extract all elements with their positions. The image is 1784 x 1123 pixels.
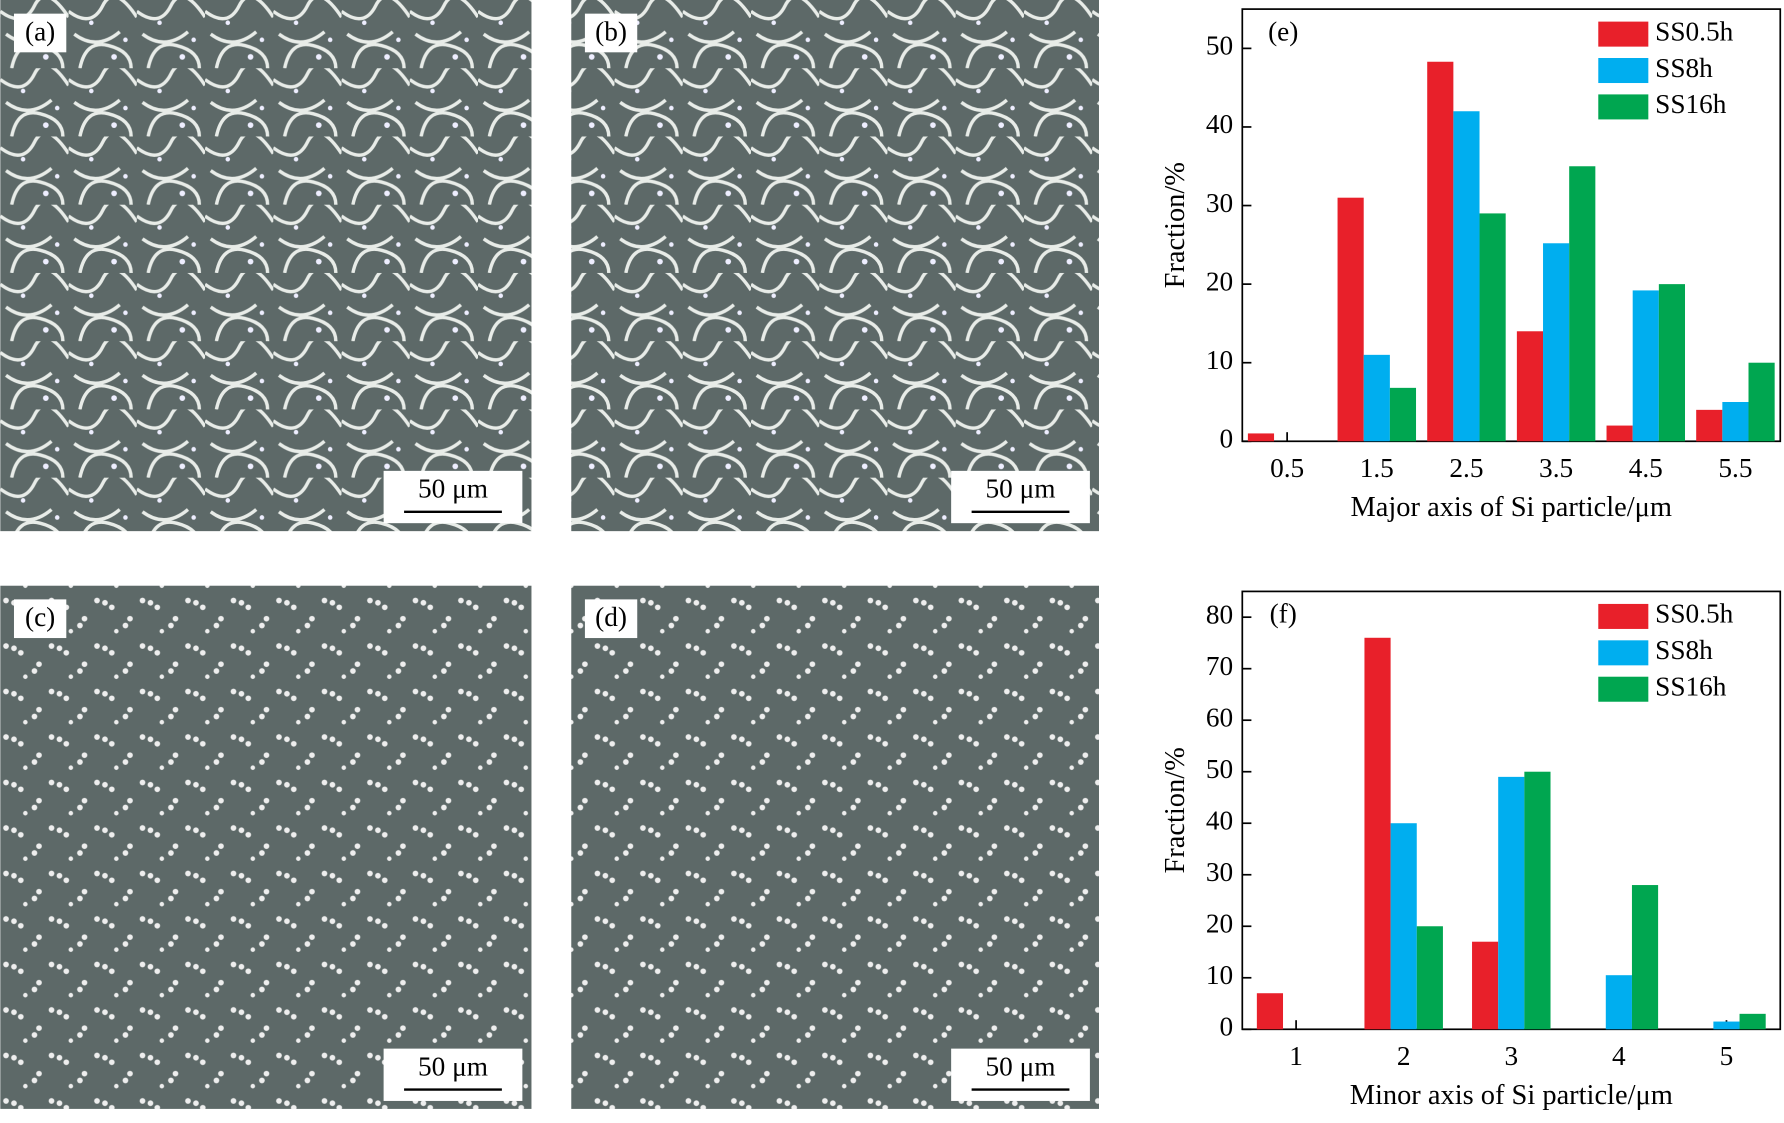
x-tick-label: 2.5 xyxy=(1449,453,1483,483)
bar xyxy=(1389,387,1417,442)
label-box xyxy=(13,599,67,639)
micrograph xyxy=(571,585,1099,1109)
x-tick-label: 2 xyxy=(1397,1041,1411,1071)
y-tick-label: 40 xyxy=(1206,805,1233,835)
legend-label: SS16h xyxy=(1655,89,1727,119)
bar xyxy=(1256,993,1284,1030)
scale-box xyxy=(951,1048,1090,1101)
panel-label: (e) xyxy=(1268,16,1298,46)
bar xyxy=(1498,776,1525,1030)
bar xyxy=(1658,284,1686,442)
x-axis-label: Minor axis of Si particle/μm xyxy=(1350,1080,1673,1111)
bar xyxy=(1364,637,1391,1030)
micrograph xyxy=(0,585,532,1109)
x-tick-label: 1 xyxy=(1289,1041,1303,1071)
scale-bar-label: 50 μm xyxy=(986,1051,1056,1081)
panel-label: (c) xyxy=(25,602,55,632)
y-tick-label: 10 xyxy=(1206,345,1233,375)
scale-bar-label: 50 μm xyxy=(986,474,1056,504)
scale-bar-label: 50 μm xyxy=(418,1051,488,1081)
bar xyxy=(1632,290,1659,442)
bar xyxy=(1605,975,1632,1030)
bar xyxy=(1524,771,1551,1030)
bar xyxy=(1427,61,1454,442)
bar xyxy=(1606,425,1633,442)
micrograph xyxy=(571,0,1099,532)
bar xyxy=(1416,926,1443,1030)
legend-label: SS8h xyxy=(1655,635,1713,665)
panel-label: (d) xyxy=(595,602,627,632)
legend-swatch xyxy=(1598,21,1649,47)
bar xyxy=(1631,885,1659,1030)
bar xyxy=(1696,409,1723,442)
x-tick-label: 3.5 xyxy=(1539,453,1573,483)
x-tick-label: 1.5 xyxy=(1360,453,1394,483)
scale-box xyxy=(951,470,1090,524)
x-axis-label: Major axis of Si particle/μm xyxy=(1351,492,1673,523)
legend-swatch xyxy=(1598,94,1649,120)
panel-label: (a) xyxy=(25,16,55,46)
legend-label: SS0.5h xyxy=(1655,16,1733,46)
bar xyxy=(1543,243,1570,442)
y-tick-label: 10 xyxy=(1206,960,1233,990)
scale-box xyxy=(383,470,523,524)
bar xyxy=(1472,941,1499,1030)
x-tick-label: 5.5 xyxy=(1718,453,1752,483)
scale-box xyxy=(383,1048,523,1101)
y-tick-label: 0 xyxy=(1220,424,1234,454)
bar xyxy=(1722,401,1749,442)
bar xyxy=(1479,213,1506,442)
legend-swatch xyxy=(1598,58,1649,84)
y-tick-label: 40 xyxy=(1206,109,1233,139)
bar xyxy=(1516,331,1544,442)
y-axis-label: Fraction/% xyxy=(1160,162,1191,288)
bar xyxy=(1390,823,1417,1030)
bar xyxy=(1713,1021,1740,1030)
x-tick-label: 0.5 xyxy=(1270,453,1304,483)
legend-label: SS16h xyxy=(1655,671,1727,701)
scale-bar-label: 50 μm xyxy=(418,474,488,504)
y-tick-label: 50 xyxy=(1206,31,1233,61)
label-box xyxy=(13,13,67,53)
y-tick-label: 70 xyxy=(1206,651,1233,681)
x-tick-label: 5 xyxy=(1720,1041,1734,1071)
y-tick-label: 0 xyxy=(1220,1012,1234,1042)
bar xyxy=(1453,111,1480,442)
plot-frame xyxy=(1241,8,1782,443)
y-tick-label: 60 xyxy=(1206,702,1233,732)
legend-label: SS0.5h xyxy=(1655,599,1733,629)
bar xyxy=(1739,1013,1766,1030)
micrograph xyxy=(0,0,532,532)
label-box xyxy=(584,13,638,53)
y-tick-label: 30 xyxy=(1206,857,1233,887)
panel-label: (f) xyxy=(1270,599,1297,629)
legend-swatch xyxy=(1598,603,1649,629)
bar xyxy=(1363,354,1390,442)
legend-swatch xyxy=(1598,640,1649,666)
y-axis-label: Fraction/% xyxy=(1160,747,1191,873)
label-box xyxy=(584,599,638,639)
panel-label: (b) xyxy=(595,16,627,46)
legend-swatch xyxy=(1598,676,1649,702)
y-tick-label: 30 xyxy=(1206,188,1233,218)
y-tick-label: 50 xyxy=(1206,754,1233,784)
y-tick-label: 20 xyxy=(1206,909,1233,939)
bar xyxy=(1247,433,1275,442)
legend-label: SS8h xyxy=(1655,53,1713,83)
y-tick-label: 80 xyxy=(1206,599,1233,629)
x-tick-label: 4.5 xyxy=(1629,453,1663,483)
x-tick-label: 3 xyxy=(1504,1041,1518,1071)
y-tick-label: 20 xyxy=(1206,266,1233,296)
bar xyxy=(1337,197,1364,442)
bar xyxy=(1748,362,1775,442)
bar xyxy=(1569,166,1596,442)
x-tick-label: 4 xyxy=(1612,1041,1626,1071)
